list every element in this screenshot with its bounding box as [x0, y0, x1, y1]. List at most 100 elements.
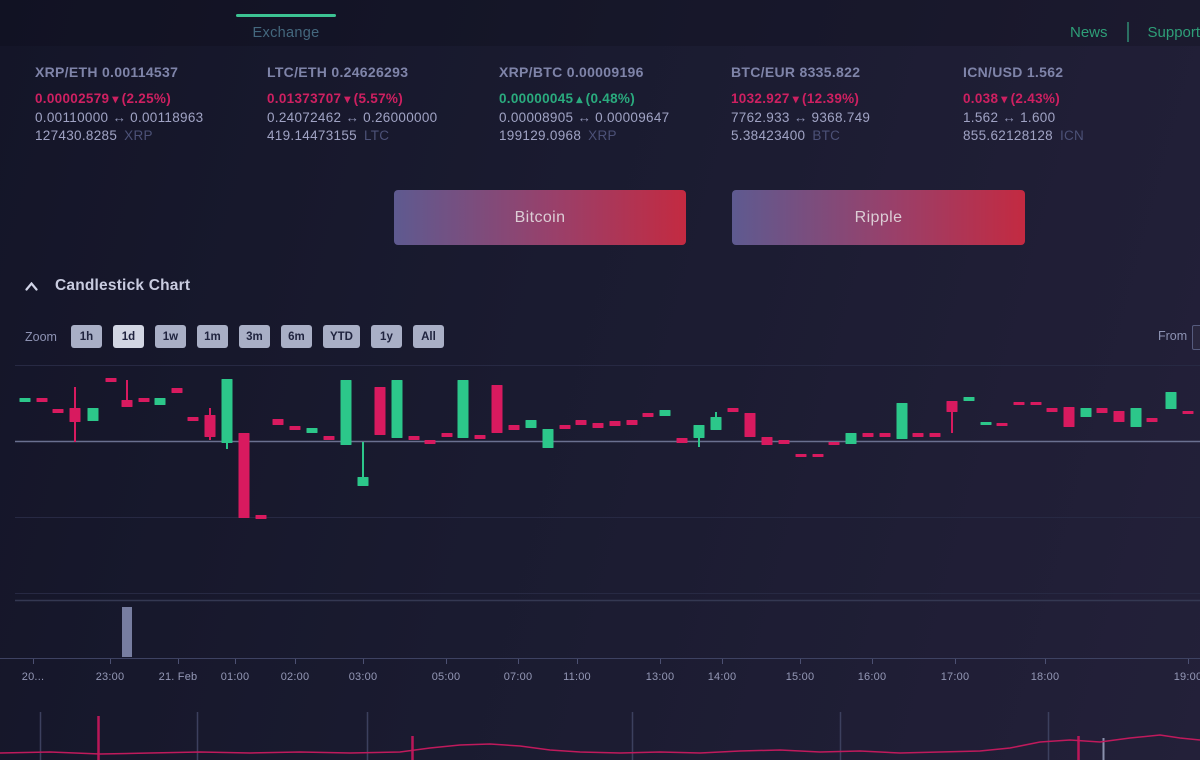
- ticker-card-ltc-eth: LTC/ETH 0.24626293 0.01373707 ▾ (5.57%) 0.24…: [267, 64, 489, 143]
- range-high: 0.00009647: [595, 110, 670, 125]
- ticker-change: 0.00000045 ▴ (0.48%): [499, 91, 721, 106]
- range-arrow-icon: ↔: [1002, 110, 1017, 125]
- svg-text:15:00: 15:00: [786, 671, 815, 683]
- ticker-pair-price: XRP/ETH 0.00114537: [35, 64, 179, 80]
- from-date-input[interactable]: [1192, 325, 1200, 350]
- svg-text:19:00: 19:00: [1174, 671, 1200, 683]
- range-arrow-icon: ↔: [345, 110, 360, 125]
- x-axis: 20... 23:00 21. Feb 01:00 02:00 03:00 05:00 07:…: [0, 658, 1200, 683]
- svg-text:02:00: 02:00: [281, 671, 310, 683]
- range-selector: Zoom 1h 1d 1w 1m 3m 6m YTD 1y All: [25, 325, 444, 348]
- top-nav-links: News Support: [1070, 22, 1200, 42]
- zoom-label: Zoom: [25, 329, 57, 344]
- range-high: 9368.749: [811, 110, 871, 125]
- volume-value: 199129.0968: [499, 128, 582, 143]
- nav-divider: [1126, 22, 1129, 42]
- change-value: 1032.927: [731, 91, 790, 106]
- ticker-volume: 419.14473155 LTC: [267, 128, 489, 143]
- ticker-change: 0.00002579 ▾ (2.25%): [35, 91, 257, 106]
- zoom-3m-button[interactable]: 3m: [238, 325, 270, 348]
- volume-value: 5.38423400: [731, 128, 806, 143]
- zoom-1d-button[interactable]: 1d: [112, 325, 144, 348]
- change-percent: (0.48%): [585, 91, 636, 106]
- change-percent: (2.43%): [1010, 91, 1060, 106]
- ticker-card-btc-eur: BTC/EUR 8335.822 1032.927 ▾ (12.39%) 7762.93…: [731, 64, 953, 143]
- collapse-chevron-icon[interactable]: [25, 281, 38, 291]
- ticker-pair-price: XRP/BTC 0.00009196: [499, 64, 644, 80]
- change-value: 0.00000045: [499, 91, 574, 106]
- svg-text:21. Feb: 21. Feb: [159, 671, 198, 683]
- range-low: 0.00110000: [35, 110, 109, 125]
- volume-value: 419.14473155: [267, 128, 357, 143]
- ticker-volume: 199129.0968 XRP: [499, 128, 721, 143]
- tab-active-indicator: [236, 14, 336, 17]
- ticker-volume: 127430.8285 XRP: [35, 128, 257, 143]
- svg-text:01:00: 01:00: [221, 671, 250, 683]
- volume-unit: LTC: [363, 128, 390, 143]
- support-link[interactable]: Support: [1147, 23, 1200, 41]
- range-high: 1.600: [1020, 110, 1056, 125]
- direction-down-icon: ▾: [344, 92, 351, 106]
- svg-text:14:00: 14:00: [708, 671, 737, 683]
- zoom-1w-button[interactable]: 1w: [154, 325, 186, 348]
- section-header: Candlestick Chart: [25, 277, 190, 295]
- svg-text:16:00: 16:00: [858, 671, 887, 683]
- ticker-volume: 855.62128128 ICN: [963, 128, 1185, 143]
- change-percent: (12.39%): [802, 91, 860, 106]
- ticker-change: 1032.927 ▾ (12.39%): [731, 91, 953, 106]
- direction-down-icon: ▾: [792, 92, 800, 106]
- ticker-range: 0.24072462 ↔ 0.26000000: [267, 110, 489, 125]
- ticker-row: XRP/ETH 0.00114537 0.00002579 ▾ (2.25%) 0.00…: [35, 64, 1185, 143]
- zoom-1h-button[interactable]: 1h: [70, 325, 102, 348]
- svg-text:11:00: 11:00: [563, 671, 591, 683]
- svg-text:03:00: 03:00: [349, 671, 378, 683]
- direction-up-icon: ▴: [576, 92, 583, 106]
- section-title: Candlestick Chart: [55, 277, 191, 294]
- change-value: 0.038: [963, 91, 999, 106]
- zoom-6m-button[interactable]: 6m: [280, 325, 312, 348]
- zoom-1y-button[interactable]: 1y: [370, 325, 402, 348]
- range-arrow-icon: ↔: [577, 110, 592, 125]
- volume-unit: ICN: [1059, 128, 1085, 143]
- svg-text:20...: 20...: [22, 671, 44, 683]
- chart-gridlines: [15, 365, 1200, 602]
- news-link[interactable]: News: [1070, 23, 1108, 41]
- tab-exchange[interactable]: Exchange: [236, 14, 336, 41]
- ticker-range: 7762.933 ↔ 9368.749: [731, 110, 953, 125]
- ticker-card-xrp-eth: XRP/ETH 0.00114537 0.00002579 ▾ (2.25%) 0.00…: [35, 64, 257, 143]
- zoom-all-button[interactable]: All: [412, 325, 444, 348]
- svg-text:17:00: 17:00: [941, 671, 970, 683]
- ticker-volume: 5.38423400 BTC: [731, 128, 953, 143]
- range-high: 0.26000000: [363, 110, 438, 125]
- direction-down-icon: ▾: [1001, 92, 1008, 106]
- svg-text:18:00: 18:00: [1031, 671, 1060, 683]
- svg-text:23:00: 23:00: [96, 671, 125, 683]
- navigator[interactable]: [0, 712, 1200, 760]
- range-arrow-icon: ↔: [793, 110, 808, 125]
- svg-text:07:00: 07:00: [504, 671, 533, 683]
- ticker-card-icn-usd: ICN/USD 1.562 0.038 ▾ (2.43%) 1.562 ↔ 1.600 855…: [963, 64, 1185, 143]
- range-low: 0.24072462: [267, 110, 342, 125]
- volume-unit: BTC: [812, 128, 841, 143]
- ticker-pair-price: ICN/USD 1.562: [963, 64, 1064, 80]
- ticker-range: 1.562 ↔ 1.600: [963, 110, 1185, 125]
- bitcoin-button[interactable]: Bitcoin: [394, 190, 686, 245]
- ticker-pair-price: LTC/ETH 0.24626293: [267, 64, 409, 80]
- ticker-change: 0.038 ▾ (2.43%): [963, 91, 1185, 106]
- volume-layer: [122, 607, 132, 657]
- ripple-button[interactable]: Ripple: [732, 190, 1025, 245]
- svg-text:13:00: 13:00: [646, 671, 675, 683]
- zoom-ytd-button[interactable]: YTD: [322, 325, 360, 348]
- zoom-1m-button[interactable]: 1m: [196, 325, 228, 348]
- zoom-buttons-group: 1h 1d 1w 1m 3m 6m YTD 1y All: [70, 325, 444, 348]
- candles-layer: [19, 378, 1194, 519]
- change-value: 0.00002579: [35, 91, 110, 106]
- volume-unit: XRP: [588, 128, 617, 143]
- tab-exchange-label: Exchange: [252, 25, 320, 41]
- ticker-pair-price: BTC/EUR 8335.822: [731, 64, 861, 80]
- ticker-change: 0.01373707 ▾ (5.57%): [267, 91, 489, 106]
- top-bar: [0, 0, 1200, 46]
- volume-value: 127430.8285: [35, 128, 118, 143]
- svg-text:05:00: 05:00: [432, 671, 461, 683]
